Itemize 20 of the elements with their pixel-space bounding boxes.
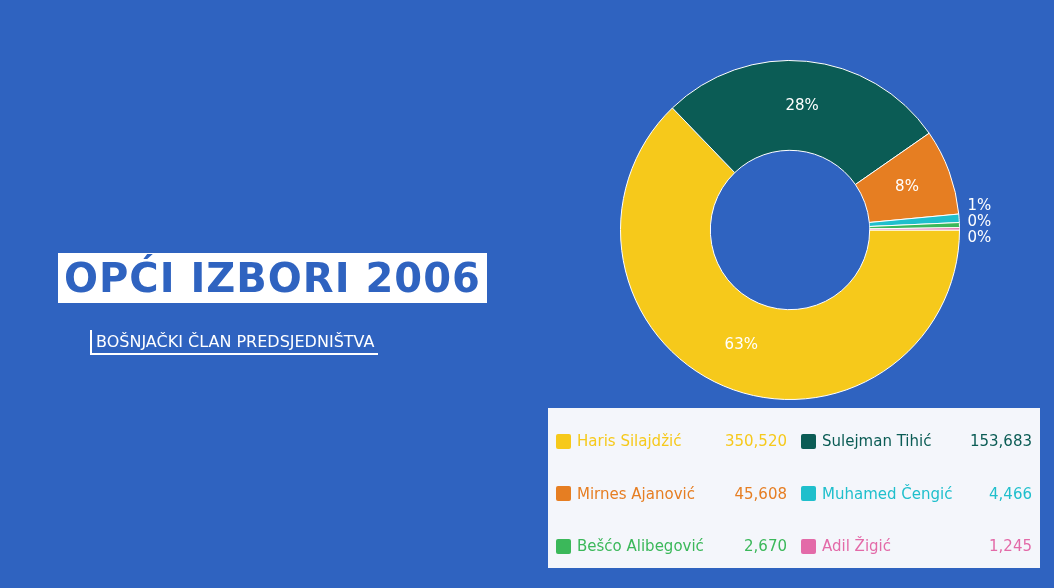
data-label: 1,245: [989, 537, 1032, 556]
text: 0%: [967, 227, 992, 246]
data-label: 2,670: [744, 537, 787, 556]
data-label: 45,608: [734, 484, 787, 503]
legend-label: Sulejman Tihić: [822, 432, 933, 450]
text: BOŠNJAČKI ČLAN PREDSJEDNIŠTVA: [90, 330, 379, 355]
data-label: 350,520: [724, 432, 787, 450]
legend-label: Muhamed Čengić: [822, 484, 954, 503]
text: 28%: [785, 95, 819, 114]
legend-label: Bešćo Alibegović: [577, 537, 705, 556]
legend-label: Mirnes Ajanović: [577, 484, 696, 503]
data-label: 153,683: [969, 432, 1032, 450]
text: 1%: [967, 195, 992, 214]
text: 0%: [967, 211, 992, 230]
legend-label: Adil Žigić: [822, 537, 892, 556]
legend-label: Haris Silajdžić: [577, 432, 683, 450]
text: OPĆI IZBORI 2006: [58, 253, 487, 303]
text: 63%: [724, 334, 758, 353]
data-label: 4,466: [989, 484, 1032, 503]
text: 8%: [895, 177, 919, 196]
